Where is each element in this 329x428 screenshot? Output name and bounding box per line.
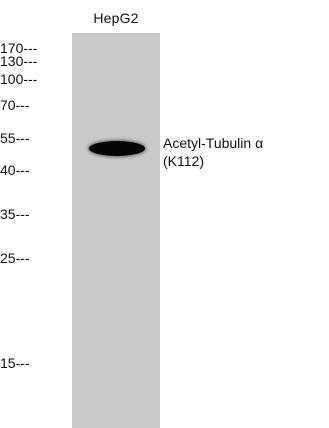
marker-130: 130--- (0, 53, 38, 69)
marker-55: 55--- (0, 130, 30, 146)
marker-70: 70--- (0, 97, 30, 113)
marker-35: 35--- (0, 206, 30, 222)
marker-170: 170--- (0, 40, 38, 56)
marker-40: 40--- (0, 162, 30, 178)
marker-15: 15--- (0, 355, 30, 371)
target-label: Acetyl-Tubulin α (K112) (163, 134, 263, 170)
blot-lane (72, 33, 160, 428)
target-label-line2: (K112) (163, 153, 204, 169)
target-label-line1: Acetyl-Tubulin α (163, 135, 264, 151)
lane-label: HepG2 (93, 10, 139, 26)
marker-100: 100--- (0, 71, 38, 87)
protein-band (89, 141, 145, 156)
marker-25: 25--- (0, 250, 30, 266)
